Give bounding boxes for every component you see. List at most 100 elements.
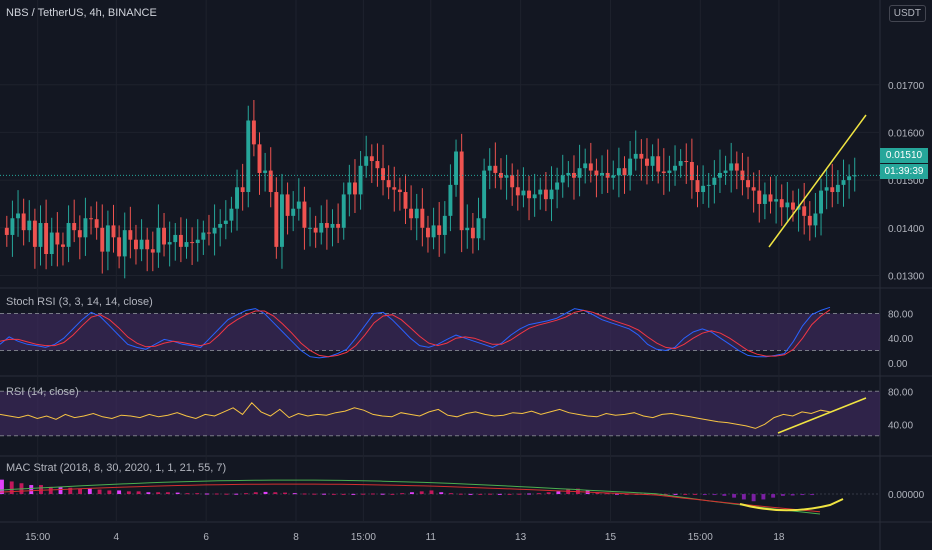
candle-body	[701, 185, 706, 193]
candle-body	[44, 223, 49, 255]
mac-bar	[449, 493, 453, 495]
candle-body	[734, 163, 739, 171]
candle-body	[527, 190, 532, 199]
candle-body	[263, 170, 268, 173]
mac-bar	[390, 493, 395, 495]
candle-body	[740, 170, 745, 181]
candle-body	[21, 213, 26, 231]
candle-body	[341, 194, 346, 228]
mac-bar	[663, 493, 668, 495]
candle-body	[38, 223, 43, 247]
candle-body	[397, 189, 402, 193]
mac-bar	[439, 492, 444, 495]
mac-bar	[410, 492, 414, 495]
candle-body	[178, 234, 183, 247]
candle-body	[695, 180, 700, 193]
candle-body	[779, 199, 784, 208]
candle-body	[723, 170, 728, 173]
candle-body	[813, 213, 818, 226]
mac-bar	[97, 489, 102, 495]
mac-bar	[683, 493, 688, 495]
mac-bar	[165, 492, 170, 495]
price-trendline	[768, 114, 867, 248]
mac-bar	[780, 494, 785, 496]
mac-bar	[68, 487, 73, 495]
candle-body	[358, 165, 363, 195]
mac-bar	[673, 493, 678, 495]
main-y-tick: 0.01700	[888, 81, 925, 92]
candle-body	[49, 232, 54, 255]
candle-body	[173, 234, 178, 243]
candle-body	[633, 153, 638, 159]
candle-body	[403, 192, 408, 209]
candle-body	[60, 244, 65, 247]
candle-body	[308, 227, 313, 229]
candle-body	[55, 232, 60, 245]
candle-body	[420, 208, 425, 228]
candle-body	[218, 223, 223, 228]
candle-body	[841, 180, 846, 185]
currency-button[interactable]: USDT	[888, 5, 926, 22]
main-y-tick: 0.01400	[888, 224, 925, 235]
mac-bar	[253, 492, 258, 495]
mac-bar	[87, 488, 92, 495]
candle-body	[240, 187, 245, 193]
mac-bar	[741, 494, 746, 500]
mac-bar	[185, 493, 190, 495]
candle-body	[128, 230, 133, 240]
candle-body	[386, 180, 391, 188]
candle-body	[830, 187, 835, 193]
mac-bar	[566, 489, 571, 495]
mac-bar	[234, 493, 239, 495]
candle-body	[538, 189, 543, 195]
stoch-rsi-y-tick: 40.00	[888, 334, 913, 345]
candle-body	[66, 223, 71, 247]
mac-bar	[9, 481, 14, 495]
mac-bar	[624, 493, 629, 495]
x-tick: 15:00	[25, 532, 50, 543]
candle-body	[381, 168, 386, 181]
candle-body	[470, 227, 475, 239]
candle-body	[223, 220, 228, 224]
rsi-trendline	[777, 397, 867, 434]
mac-bar	[810, 494, 815, 496]
mac-bar	[478, 493, 483, 495]
candle-body	[757, 190, 762, 204]
x-tick: 8	[293, 532, 299, 543]
mac-bar	[146, 492, 151, 495]
candle-body	[639, 153, 644, 159]
mac-bar	[331, 493, 336, 495]
candle-body	[257, 144, 262, 173]
candle-body	[498, 172, 503, 178]
candle-body	[100, 227, 105, 252]
main-y-tick: 0.01300	[888, 271, 925, 282]
candle-body	[493, 165, 498, 173]
candle-body	[600, 172, 605, 176]
mac-bar	[205, 493, 209, 495]
candle-body	[414, 208, 419, 219]
candle-body	[729, 163, 734, 171]
candle-body	[482, 170, 487, 219]
x-tick: 15	[605, 532, 617, 543]
mac-bar	[292, 493, 297, 495]
candle-body	[847, 176, 852, 181]
x-tick: 13	[515, 532, 527, 543]
candle-body	[201, 232, 206, 240]
mac-bar	[419, 491, 424, 495]
mac-bar	[380, 493, 385, 495]
candle-body	[790, 202, 795, 210]
mac-bar	[58, 486, 63, 495]
candle-body	[459, 151, 464, 231]
candle-body	[324, 223, 329, 228]
mac-bar	[175, 492, 180, 495]
candle-body	[291, 208, 296, 216]
candle-body	[4, 227, 9, 235]
mac-bar	[107, 490, 112, 495]
candle-body	[229, 208, 234, 221]
mac-bar	[429, 490, 434, 495]
candle-body	[644, 158, 649, 166]
mac-bar	[712, 494, 717, 496]
candle-body	[246, 120, 251, 193]
main-y-tick: 0.01600	[888, 128, 925, 139]
